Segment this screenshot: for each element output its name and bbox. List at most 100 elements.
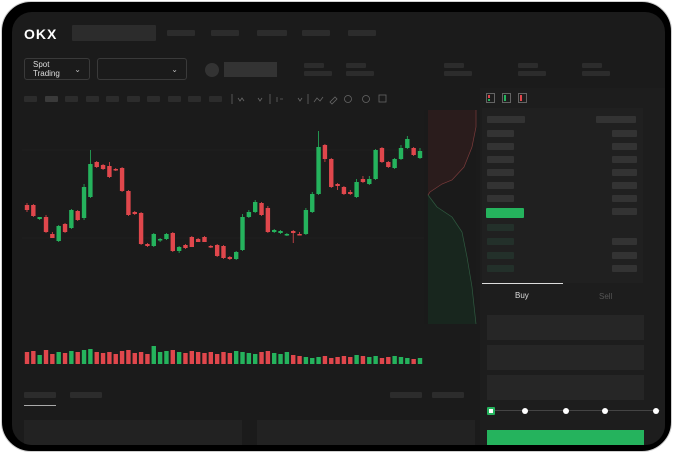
volume-bar [195, 352, 201, 364]
chevron-down-icon [297, 97, 303, 102]
orderbook-view-toggles[interactable] [486, 93, 536, 105]
volume-bar [24, 352, 30, 364]
timeframe-button[interactable] [188, 96, 201, 102]
tab-buy[interactable]: Buy [515, 291, 529, 300]
candle [297, 234, 302, 236]
volume-bar [183, 353, 188, 364]
volume-bar [246, 353, 252, 364]
volume-bar [405, 358, 410, 364]
volume-bar [208, 352, 214, 364]
timeframe-button[interactable] [85, 96, 99, 102]
timeframe-button[interactable] [147, 96, 160, 102]
price-input[interactable] [487, 315, 644, 340]
candle [373, 150, 378, 179]
timeframe-button[interactable] [208, 96, 222, 102]
buy-button[interactable] [487, 430, 644, 445]
volume-bar [310, 358, 315, 364]
ask-amount [612, 156, 637, 163]
tab-sell[interactable]: Sell [599, 292, 613, 301]
nav-item[interactable] [167, 30, 195, 36]
total-input[interactable] [487, 375, 644, 400]
timeframe-button[interactable] [126, 96, 140, 102]
volume-bar [157, 352, 163, 364]
candle [227, 257, 233, 259]
nav-item[interactable] [257, 30, 287, 36]
candle [310, 194, 315, 212]
candle [113, 169, 118, 171]
candlestick-series [24, 131, 423, 260]
chart-tools [231, 94, 387, 105]
candle [354, 182, 359, 197]
okx-logo[interactable]: OKX [24, 26, 58, 42]
search-bar[interactable] [72, 25, 156, 41]
market-select[interactable]: Spot Trading ⌄ [24, 58, 90, 80]
candle [132, 212, 137, 214]
candle [316, 147, 321, 194]
volume-bar [265, 351, 271, 364]
depth-chart [22, 110, 477, 364]
volume-bar [335, 357, 340, 364]
volume-bar [303, 357, 309, 364]
candle [62, 224, 68, 232]
chevron-down-icon: ⌄ [74, 64, 81, 74]
candle [56, 226, 61, 241]
volume-bar [100, 353, 106, 364]
volume-bar [31, 351, 36, 364]
timeframe-button[interactable] [106, 96, 119, 102]
ask-amount [612, 182, 637, 189]
camera-icon [362, 95, 370, 103]
volume-bar [278, 354, 283, 364]
volume-bar [284, 352, 290, 364]
volume-bar [221, 352, 226, 364]
candle [303, 210, 309, 234]
nav-item[interactable] [211, 30, 239, 36]
volume-series [24, 346, 423, 364]
pair-select[interactable]: ⌄ [97, 58, 187, 80]
candle [81, 187, 87, 218]
candle [214, 245, 220, 256]
candle-type-icon [276, 97, 283, 102]
orderbook-header-amount [596, 116, 636, 123]
orderbook-both-icon [488, 95, 490, 98]
volume-bar [88, 349, 93, 364]
volume-bar [37, 355, 42, 364]
tab-open-orders[interactable] [24, 392, 56, 398]
candle [88, 164, 93, 197]
volume-bar [151, 346, 156, 364]
candle [183, 245, 188, 248]
candle [291, 231, 296, 233]
ask-amount [612, 208, 637, 215]
volume-bar [138, 352, 144, 364]
timeframe-button[interactable] [167, 96, 181, 102]
amount-input[interactable] [487, 345, 644, 370]
volume-bar [164, 351, 169, 364]
timeframe-button[interactable] [24, 96, 37, 102]
timeframe-button[interactable] [44, 96, 58, 102]
volume-bar [170, 350, 175, 364]
nav-item[interactable] [302, 30, 330, 36]
assets-panel [257, 420, 475, 445]
volume-bar [107, 352, 112, 364]
timeframe-button[interactable] [65, 96, 78, 102]
candle [208, 246, 214, 248]
tab-order-history[interactable] [70, 392, 102, 398]
volume-bar [50, 354, 55, 364]
nav-item[interactable] [348, 30, 376, 36]
candle [322, 145, 328, 159]
line-tool-icon [313, 96, 324, 103]
volume-bar [81, 350, 87, 364]
volume-bar [348, 357, 353, 364]
candle [37, 217, 42, 219]
candle [157, 239, 163, 241]
candle [151, 234, 156, 246]
volume-bar [417, 358, 423, 364]
volume-bar [202, 353, 207, 364]
bid-price [487, 238, 514, 245]
volume-bar [132, 353, 137, 364]
candle [284, 234, 290, 236]
slider-handle[interactable] [487, 407, 495, 415]
volume-bar [379, 358, 385, 364]
ask-price [487, 182, 514, 189]
candle [176, 247, 182, 251]
amount-slider[interactable] [492, 410, 660, 411]
